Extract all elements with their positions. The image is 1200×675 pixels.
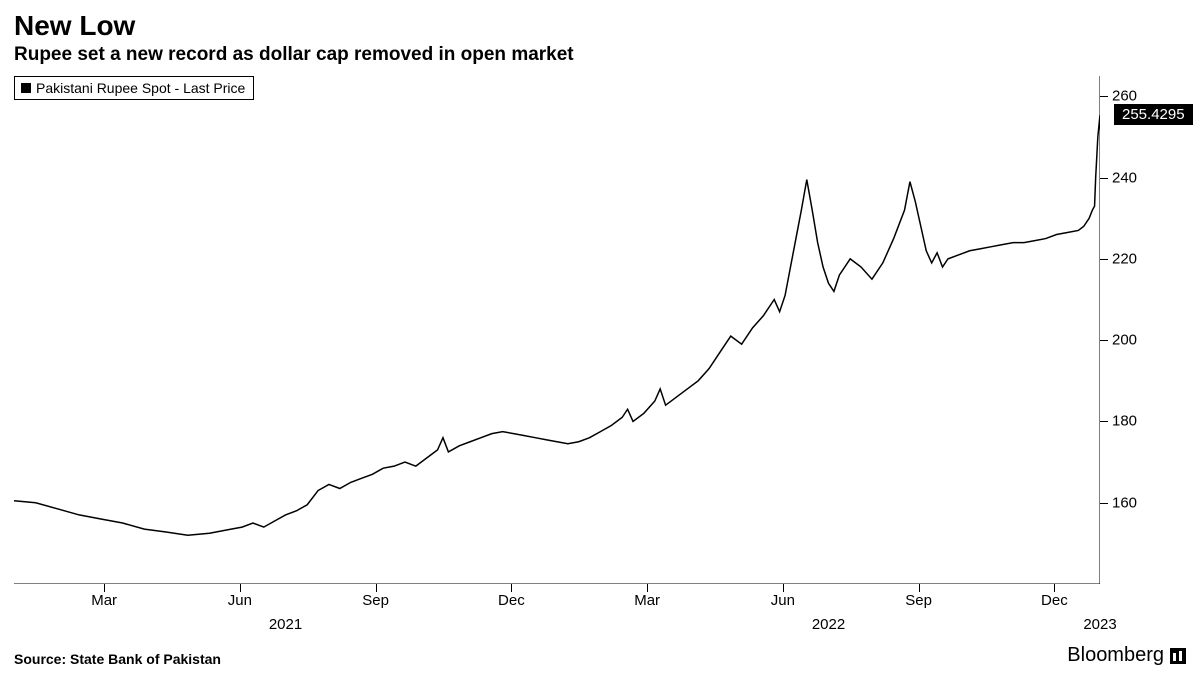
legend: Pakistani Rupee Spot - Last Price [14,76,254,100]
y-tick-mark [1100,340,1108,341]
y-tick-label: 180 [1112,413,1137,430]
x-tick-mark [1054,584,1055,592]
x-tick-label: Dec [1041,592,1068,609]
y-tick-mark [1100,421,1108,422]
x-tick-label: Jun [771,592,795,609]
x-tick-mark [783,584,784,592]
brand-text: Bloomberg [1067,644,1164,667]
y-tick-mark [1100,178,1108,179]
line-chart-svg [14,76,1100,584]
x-tick-mark [104,584,105,592]
x-tick-mark [376,584,377,592]
x-year-label: 2021 [269,616,302,633]
x-year-label: 2022 [812,616,845,633]
y-tick-label: 220 [1112,250,1137,267]
chart-title: New Low [0,0,1200,44]
x-tick-label: Sep [905,592,932,609]
x-tick-mark [647,584,648,592]
y-tick-label: 160 [1112,494,1137,511]
x-tick-label: Mar [91,592,117,609]
chart-subtitle: Rupee set a new record as dollar cap rem… [0,44,1200,72]
x-tick-label: Jun [228,592,252,609]
y-tick-label: 260 [1112,88,1137,105]
price-line [14,115,1100,535]
source-text: Source: State Bank of Pakistan [14,651,221,667]
last-price-callout: 255.4295 [1114,104,1193,125]
x-tick-label: Sep [362,592,389,609]
bloomberg-icon [1170,648,1186,664]
legend-marker-icon [21,83,31,93]
x-axis-ticks: MarJunSepDecMarJunSepDec202120222023 [14,584,1100,644]
y-tick-mark [1100,96,1108,97]
legend-label: Pakistani Rupee Spot - Last Price [36,80,245,96]
y-tick-label: 200 [1112,332,1137,349]
chart-plot-area [14,76,1100,584]
x-tick-label: Dec [498,592,525,609]
x-tick-mark [919,584,920,592]
x-tick-mark [511,584,512,592]
brand-label: Bloomberg [1067,644,1186,667]
y-tick-label: 240 [1112,169,1137,186]
y-tick-mark [1100,503,1108,504]
y-tick-mark [1100,259,1108,260]
x-year-label: 2023 [1083,616,1116,633]
x-tick-label: Mar [634,592,660,609]
y-axis-ticks: 160 180 200 220 240 260 [1100,76,1148,584]
x-tick-mark [240,584,241,592]
